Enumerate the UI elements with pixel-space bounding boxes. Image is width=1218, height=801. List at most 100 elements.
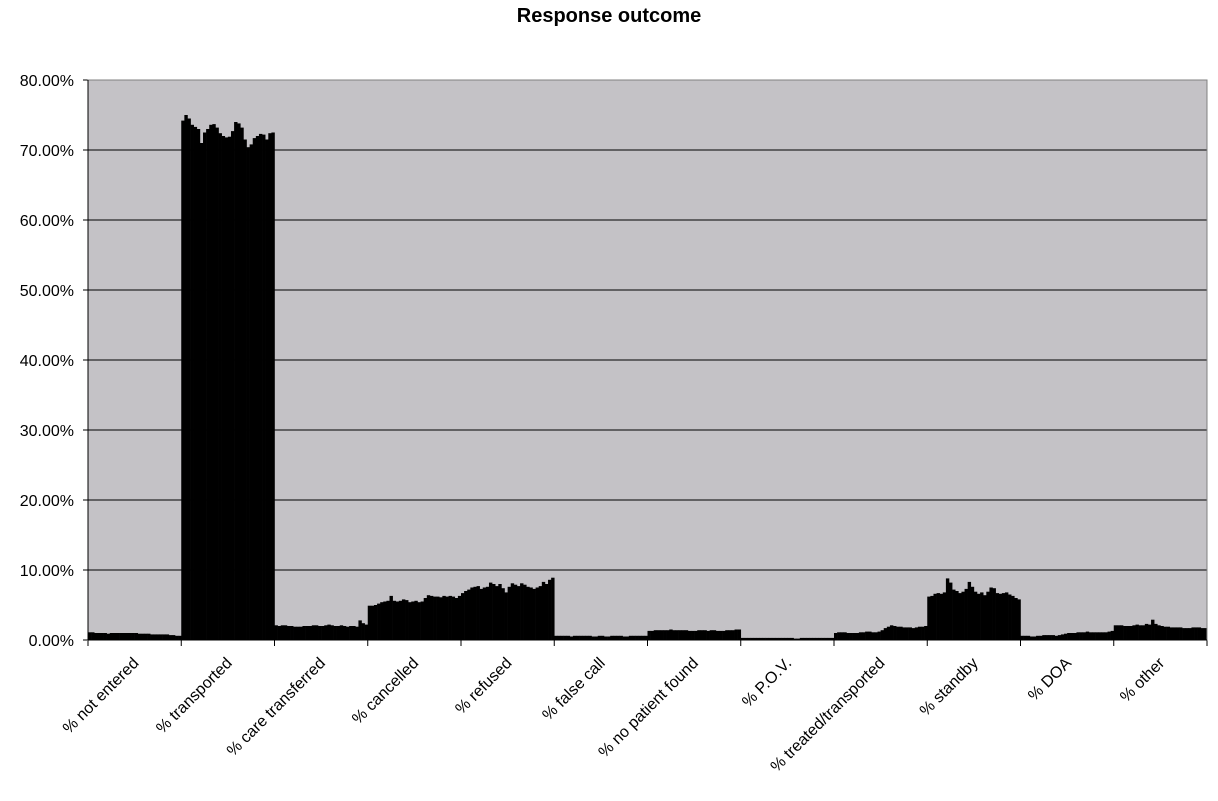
bar	[333, 626, 337, 640]
bar	[467, 589, 471, 640]
bar	[607, 636, 611, 640]
bar	[479, 588, 484, 640]
bar	[1076, 632, 1080, 640]
bar	[1082, 632, 1087, 640]
bar	[1107, 631, 1111, 640]
bar	[572, 635, 577, 640]
bar	[386, 600, 390, 640]
bar	[94, 633, 98, 640]
bar	[641, 635, 645, 640]
bar	[454, 598, 459, 640]
bar	[1079, 632, 1083, 640]
bar	[495, 586, 499, 640]
bar	[1191, 627, 1195, 640]
bar	[809, 637, 813, 640]
bar	[650, 630, 655, 640]
bar	[308, 626, 313, 640]
bar	[137, 633, 142, 640]
bar	[532, 588, 536, 640]
bar	[529, 587, 533, 640]
bar	[411, 601, 415, 640]
bar	[91, 632, 95, 640]
bar	[746, 637, 751, 640]
bar	[429, 595, 434, 640]
bar	[591, 636, 595, 640]
bar	[513, 584, 518, 640]
bar	[296, 626, 300, 640]
bar	[989, 587, 993, 640]
bar	[905, 627, 909, 640]
bar	[930, 595, 934, 640]
bar	[840, 632, 844, 640]
bar	[837, 632, 841, 640]
bar	[718, 630, 723, 640]
bar	[613, 635, 617, 640]
bar	[507, 586, 512, 640]
bar	[600, 635, 605, 640]
bar	[728, 630, 732, 640]
bar	[949, 582, 953, 640]
bar	[787, 637, 791, 640]
bar	[709, 630, 714, 640]
bar	[414, 600, 418, 640]
bar	[778, 637, 782, 640]
bar	[790, 637, 794, 640]
bar	[1057, 635, 1062, 640]
bar	[482, 587, 487, 640]
bar	[1119, 625, 1124, 640]
bar	[684, 630, 689, 640]
bar	[293, 626, 297, 640]
bar	[115, 633, 120, 640]
bar	[566, 635, 571, 640]
bar	[849, 633, 853, 640]
bar	[821, 637, 825, 640]
bar	[541, 581, 546, 640]
bar	[373, 605, 378, 640]
bar	[1001, 593, 1006, 640]
bar	[1036, 635, 1040, 640]
bar	[980, 592, 984, 640]
bar	[168, 635, 173, 640]
bar	[576, 635, 580, 640]
bar	[958, 593, 962, 640]
y-tick-label: 40.00%	[20, 353, 74, 370]
bar	[501, 588, 505, 640]
bar	[100, 633, 104, 640]
bar	[933, 593, 937, 640]
bar	[653, 630, 658, 640]
bar	[759, 637, 763, 640]
bar	[908, 627, 913, 640]
bar	[843, 632, 847, 640]
bar	[603, 636, 608, 640]
bar	[678, 630, 682, 640]
bar	[215, 127, 219, 641]
bar	[812, 637, 816, 640]
bar	[1179, 627, 1183, 640]
bar	[398, 600, 403, 640]
bar	[681, 630, 686, 640]
bar	[753, 637, 757, 640]
bar	[187, 118, 191, 640]
bar	[1098, 632, 1102, 640]
bar	[1175, 627, 1180, 640]
bar	[143, 633, 148, 640]
bar	[1151, 619, 1155, 640]
bar	[666, 630, 670, 640]
bar	[439, 597, 443, 640]
bar	[625, 636, 630, 640]
bar	[628, 635, 633, 640]
bar	[784, 637, 788, 640]
bar	[445, 596, 449, 640]
bar	[171, 635, 176, 640]
bar	[153, 634, 157, 640]
bar	[1067, 633, 1071, 640]
bar	[750, 637, 754, 640]
bar	[268, 133, 272, 640]
bar	[461, 593, 465, 640]
bar	[193, 126, 198, 640]
bar	[358, 620, 362, 640]
bar	[983, 595, 987, 640]
bar	[389, 595, 393, 640]
bar	[523, 584, 527, 640]
